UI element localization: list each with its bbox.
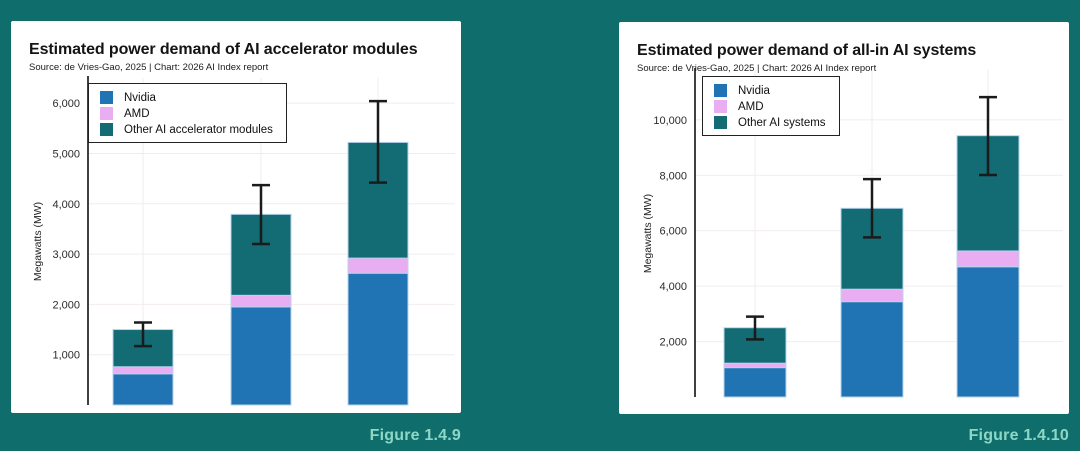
y-axis-label: Megawatts (MW) — [32, 202, 44, 281]
figure-caption: Figure 1.4.10 — [968, 427, 1069, 444]
chart-title: Estimated power demand of all-in AI syst… — [637, 42, 977, 59]
y-tick-label: 2,000 — [659, 337, 687, 349]
y-tick-label: 6,000 — [659, 226, 687, 238]
legend-label: AMD — [738, 100, 764, 113]
y-tick-label: 4,000 — [52, 199, 80, 211]
legend-label: Nvidia — [738, 84, 770, 97]
legend-swatch — [100, 91, 113, 104]
legend-swatch — [714, 100, 727, 113]
legend: Nvidia AMD Other AI systems — [702, 76, 840, 136]
legend-label: Other AI accelerator modules — [124, 123, 273, 136]
bar-segment-amd — [230, 294, 292, 308]
bar-segment-nvidia — [112, 373, 174, 406]
chart-panel-accelerator-modules: Megawatts (MW) 1,000 2,000 3,000 4,000 5,000… — [11, 21, 461, 413]
figure-caption: Figure 1.4.9 — [369, 427, 461, 444]
legend-swatch — [714, 116, 727, 129]
chart-plot-area: Megawatts (MW) 2,000 4,000 6,000 8,000 10,00… — [642, 68, 1063, 398]
legend-item-other-ai-systems: Other AI systems — [714, 116, 826, 129]
bar-segment-amd — [723, 362, 787, 369]
chart-title: Estimated power demand of AI accelerator… — [29, 41, 418, 58]
bar-segment-amd — [956, 250, 1020, 268]
bar-segment-amd — [112, 366, 174, 375]
legend-item-amd: AMD — [100, 107, 273, 120]
legend-label: Other AI systems — [738, 116, 826, 129]
chart-plot-area: Megawatts (MW) 1,000 2,000 3,000 4,000 5,000… — [32, 76, 455, 406]
bar-segment-nvidia — [230, 306, 292, 406]
legend-swatch — [714, 84, 727, 97]
legend-item-nvidia: Nvidia — [714, 84, 826, 97]
chart-source: Source: de Vries-Gao, 2025 | Chart: 2026… — [637, 63, 877, 74]
y-tick-label: 8,000 — [659, 170, 687, 182]
y-axis-label: Megawatts (MW) — [642, 194, 654, 273]
legend-item-nvidia: Nvidia — [100, 91, 273, 104]
y-tick-label: 2,000 — [52, 299, 80, 311]
legend-item-other-ai-accelerator-modules: Other AI accelerator modules — [100, 123, 273, 136]
y-tick-label: 1,000 — [52, 350, 80, 362]
bar-segment-nvidia — [956, 266, 1020, 398]
y-tick-label: 3,000 — [52, 249, 80, 261]
legend: Nvidia AMD Other AI accelerator modules — [88, 83, 287, 143]
y-tick-label: 4,000 — [659, 281, 687, 293]
bar-segment-amd — [347, 257, 409, 274]
chart-panel-all-in-systems: Megawatts (MW) 2,000 4,000 6,000 8,000 10,00… — [619, 22, 1069, 414]
bar-segment-nvidia — [723, 367, 787, 398]
legend-swatch — [100, 107, 113, 120]
y-tick-label: 10,000 — [653, 115, 687, 127]
bar-segment-nvidia — [840, 301, 904, 398]
y-tick-label: 6,000 — [52, 98, 80, 110]
y-tick-label: 5,000 — [52, 148, 80, 160]
legend-label: Nvidia — [124, 91, 156, 104]
chart-source: Source: de Vries-Gao, 2025 | Chart: 2026… — [29, 62, 269, 73]
legend-label: AMD — [124, 107, 150, 120]
legend-swatch — [100, 123, 113, 136]
legend-item-amd: AMD — [714, 100, 826, 113]
bar-segment-amd — [840, 288, 904, 303]
bar-segment-nvidia — [347, 272, 409, 406]
